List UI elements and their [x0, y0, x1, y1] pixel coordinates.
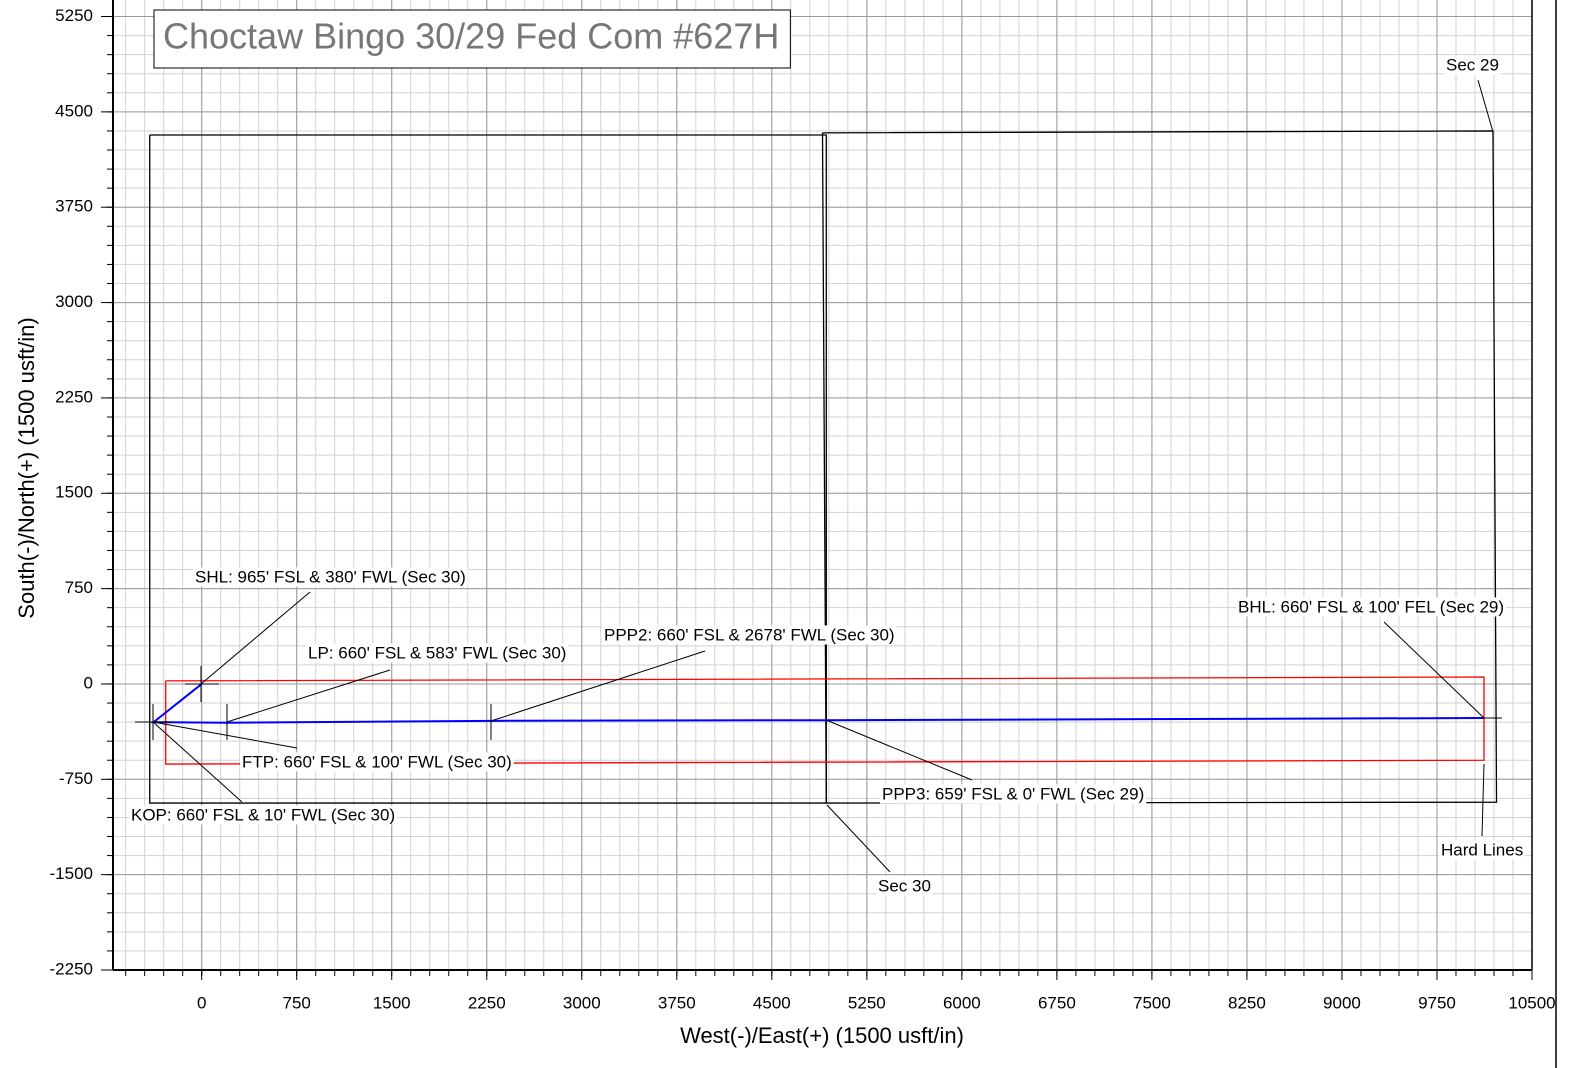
leader-line: [200, 591, 311, 685]
annotation-bg: [306, 643, 569, 663]
leader-line: [490, 650, 706, 722]
x-tick-label: 6000: [943, 993, 981, 1012]
annotation: Sec 30: [878, 876, 931, 895]
annotation-bg: [602, 625, 897, 645]
leader-line: [1481, 763, 1485, 837]
annotation-bg: [240, 752, 514, 772]
annotation-bg: [880, 784, 1147, 804]
x-tick-label: 9750: [1418, 993, 1456, 1012]
grid: 0 750 1500 2250 3000 3750 4500 5250 6000 6750 7500…: [50, 0, 1557, 1068]
annotation-bg: [193, 567, 468, 587]
y-tick-label: -750: [59, 769, 93, 788]
labels: Choctaw Bingo 30/29 Fed Com #627H SHL: 96…: [129, 9, 1526, 896]
annotation-bg: [1444, 55, 1501, 75]
annotation: LP: 660' FSL & 583' FWL (Sec 30): [308, 643, 566, 662]
marks: [135, 130, 1502, 804]
leader-line: [152, 721, 298, 749]
y-tick-label: 4500: [55, 101, 93, 120]
annotation: FTP: 660' FSL & 100' FWL (Sec 30): [242, 752, 512, 771]
x-tick-label: 2250: [468, 993, 506, 1012]
annotation-bg: [1236, 597, 1507, 617]
annotation: PPP2: 660' FSL & 2678' FWL (Sec 30): [604, 625, 895, 644]
y-tick-label: 0: [84, 673, 93, 692]
title-box: [153, 9, 791, 69]
y-tick-label: 5250: [55, 6, 93, 25]
x-tick-label: 7500: [1133, 993, 1171, 1012]
x-axis-label: West(-)/East(+) (1500 usft/in): [680, 1023, 964, 1048]
series-line: [150, 683, 1484, 724]
leader-line: [1477, 79, 1494, 133]
annotation-bg: [129, 805, 398, 825]
annotation: KOP: 660' FSL & 10' FWL (Sec 30): [131, 805, 395, 824]
leader-line: [226, 669, 391, 723]
y-axis-label: South(-)/North(+) (1500 usft/in): [14, 317, 39, 618]
y-tick-label: -2250: [50, 959, 93, 978]
y-tick-label: -1500: [50, 864, 93, 883]
x-tick-label: 8250: [1228, 993, 1266, 1012]
x-tick-label: 3750: [658, 993, 696, 1012]
leader-line: [152, 721, 243, 803]
y-tick-label: 3750: [55, 197, 93, 216]
y-tick-label: 2250: [55, 387, 93, 406]
x-tick-label: 5250: [848, 993, 886, 1012]
series-line: [165, 676, 1485, 765]
annotation-bg: [876, 876, 933, 896]
x-tick-label: 1500: [373, 993, 411, 1012]
x-tick-label: 6750: [1038, 993, 1076, 1012]
x-tick-label: 0: [197, 993, 206, 1012]
chart-title: Choctaw Bingo 30/29 Fed Com #627H: [163, 16, 779, 57]
x-tick-label: 3000: [563, 993, 601, 1012]
y-tick-label: 3000: [55, 292, 93, 311]
leader-line: [1383, 621, 1485, 719]
x-tick-label: 10500: [1508, 993, 1555, 1012]
x-tick-label: 9000: [1323, 993, 1361, 1012]
annotation: Hard Lines: [1441, 840, 1523, 859]
y-tick-label: 1500: [55, 483, 93, 502]
leader-line: [826, 804, 891, 873]
leader-line: [825, 719, 973, 781]
annotation: SHL: 965' FSL & 380' FWL (Sec 30): [195, 567, 466, 586]
annotation: BHL: 660' FSL & 100' FEL (Sec 29): [1238, 597, 1504, 616]
annotation: Sec 29: [1446, 55, 1499, 74]
annotation: PPP3: 659' FSL & 0' FWL (Sec 29): [882, 784, 1144, 803]
annotation-bg: [1439, 840, 1526, 860]
series-line: [821, 130, 1498, 804]
x-tick-label: 750: [283, 993, 311, 1012]
y-tick-label: 750: [65, 578, 93, 597]
x-tick-label: 4500: [753, 993, 791, 1012]
